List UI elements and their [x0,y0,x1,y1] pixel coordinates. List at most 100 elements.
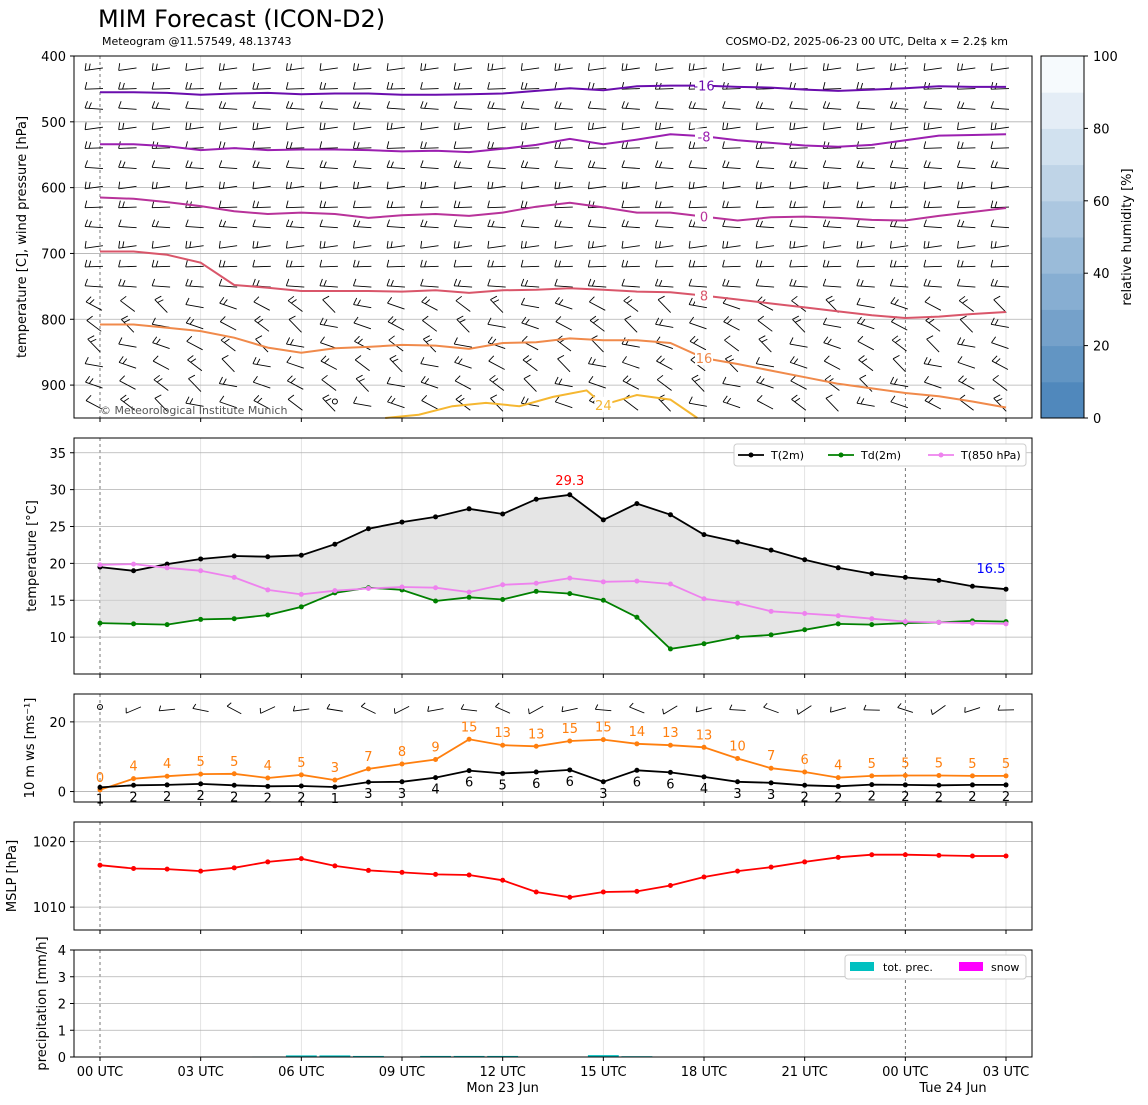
gust-point [198,771,204,777]
wind-barb [319,317,338,328]
data-point [634,614,640,620]
mslp-y-label: MSLP [hPa] [5,840,20,912]
wind-barb [856,278,875,288]
wind-speed-label: 6 [633,775,641,790]
wind-barb [990,181,1009,190]
wind-barb [990,122,1009,131]
legend-marker [838,452,844,458]
wind-barb [453,82,473,90]
gust-label: 13 [662,726,679,741]
data-point [600,517,606,523]
wind-barb [520,181,540,190]
wind-barb [755,63,775,71]
precip-bar [285,1055,317,1057]
wind-barb [956,82,976,90]
y-tick-label: 0 [58,786,66,801]
wind-barb [84,356,103,368]
isotherm-label: -8 [698,130,711,145]
wind-barb [85,395,103,410]
isotherm-label: 16 [696,352,713,367]
mslp-point [600,889,606,895]
wind-speed-point [265,783,271,789]
wind-barb [252,259,271,268]
gust-point [701,744,707,750]
wind-barb [226,702,242,715]
wind-barb [554,240,573,249]
wind-speed-point [835,783,841,789]
wind-barb [923,122,942,131]
wind-barb [722,200,741,209]
gust-label: 15 [562,722,579,737]
gust-label: 4 [264,759,272,774]
wind-barb [789,63,808,71]
wind-barb [286,337,305,348]
wind-barb [990,317,1009,328]
wind-barb [655,63,674,71]
wind-barb [387,316,405,331]
wind-barb [528,705,544,715]
isotherm-label-bg [594,396,613,412]
data-point [500,511,506,517]
wind-barb [353,297,372,309]
wind-barb [755,101,775,110]
wind-barb [587,181,607,190]
y-tick-label: 900 [41,379,66,394]
wind-barb [723,316,740,331]
wind-barb [722,63,741,71]
wind-barb [688,101,708,110]
data-point [936,577,942,583]
wind-barb [118,181,137,190]
wind-barb [487,336,506,349]
wind-barb [856,297,875,309]
legend-entry: tot. prec. [883,961,933,974]
wind-barb [890,296,908,310]
wind-speed-label: 2 [297,791,305,806]
wind-barb [520,259,540,268]
wind-barb [389,355,403,373]
wind-barb [322,394,336,412]
wind-barb [420,375,439,389]
wind-barb [656,355,673,370]
x-tick-label: 09 UTC [379,1065,425,1080]
wind-barb [487,317,506,328]
wind-barb [386,259,406,268]
wind-barb [587,278,607,288]
wind-barb [252,181,271,190]
data-point [198,556,204,562]
wind-barb [151,122,171,131]
wind-barb [722,181,741,190]
wind-speed-label: 3 [364,787,372,802]
wind-barb [319,259,338,268]
gust-point [969,773,975,779]
isotherm-line [100,323,1007,409]
precip-bar [420,1055,451,1057]
wind-barb [285,278,305,288]
wind-barb [822,317,842,328]
wind-speed-point [332,784,338,790]
data-point [768,547,774,553]
wind-barb [185,278,204,288]
data-point [433,514,439,520]
wind-speed-point [567,767,573,773]
gust-label: 15 [595,721,612,736]
wind-speed-point [500,770,506,776]
wind-barb [118,101,137,110]
wind-barb [319,122,338,131]
mslp-point [936,852,942,858]
last-temp-label: 16.5 [977,562,1006,577]
gust-label: 5 [297,756,305,771]
wind-barb [292,705,310,712]
wind-barb [487,259,506,268]
precip-bar [453,1055,485,1057]
wind-barb [554,395,573,409]
wind-barb [758,335,772,353]
mslp-line [99,853,1006,899]
wind-barb [386,101,406,110]
mslp-point [667,882,673,888]
wind-barb [84,240,103,249]
wind-barb [830,706,847,713]
wind-barb [84,200,104,209]
wind-barb [353,63,372,71]
wind-barb [386,82,406,90]
